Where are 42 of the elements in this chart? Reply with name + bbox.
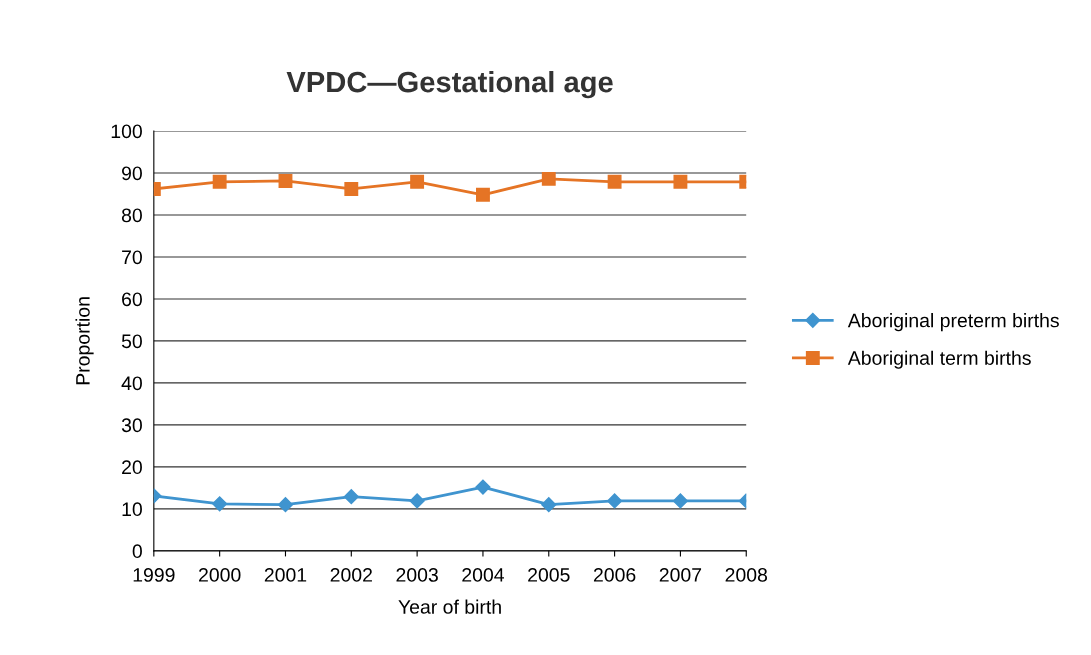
- y-tick-label: 90: [122, 166, 142, 181]
- x-tick-label: 2003: [396, 568, 438, 582]
- point: [541, 497, 557, 513]
- x-tick-label: 1999: [133, 568, 175, 582]
- legend-label: Aboriginal term births: [847, 350, 1031, 369]
- y-tick-label: 70: [122, 250, 142, 265]
- x-tick-label: 2007: [659, 568, 702, 582]
- x-tick-label: 2008: [725, 568, 768, 582]
- point: [343, 489, 359, 505]
- point: [212, 496, 228, 512]
- x-tick-label: 2001: [264, 568, 307, 582]
- y-axis-title: Proportion: [75, 297, 94, 385]
- point: [475, 479, 491, 495]
- point: [409, 493, 425, 509]
- x-tick-label: 2006: [593, 568, 636, 582]
- y-tick-label: 40: [121, 376, 142, 391]
- x-tick-label: 2004: [462, 568, 505, 582]
- point: [541, 171, 556, 186]
- point: [212, 174, 227, 189]
- legend-label: Aboriginal preterm births: [847, 313, 1059, 332]
- point: [607, 493, 623, 509]
- point: [673, 174, 688, 189]
- point: [672, 493, 688, 509]
- x-tick-label: 2000: [199, 568, 241, 582]
- y-tick-label: 80: [121, 208, 142, 223]
- x-axis-title: Year of birth: [398, 599, 501, 614]
- point: [607, 174, 622, 189]
- y-tick-label: 20: [122, 460, 142, 475]
- chart-title: VPDC—Gestational age: [286, 70, 613, 99]
- x-tick-label: 2002: [330, 568, 372, 582]
- point: [277, 497, 294, 513]
- y-tick-label: 0: [132, 544, 142, 559]
- y-tick-label: 100: [111, 124, 142, 139]
- point: [344, 181, 359, 196]
- y-tick-label: 50: [121, 334, 142, 349]
- y-tick-label: 10: [122, 502, 142, 517]
- point: [278, 174, 293, 188]
- point: [476, 187, 490, 202]
- point: [410, 174, 425, 189]
- y-tick-label: 60: [122, 292, 142, 307]
- x-tick-label: 2005: [528, 568, 570, 582]
- y-tick-label: 30: [121, 418, 142, 433]
